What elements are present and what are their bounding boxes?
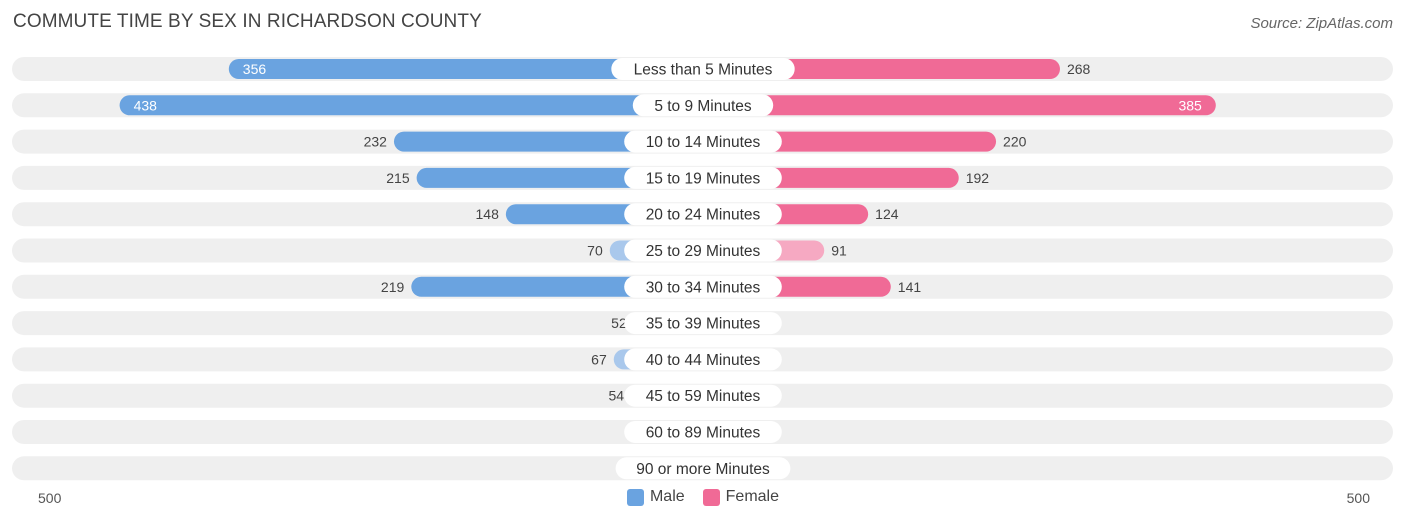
- female-value-label: 220: [1003, 134, 1027, 150]
- female-value-label: 192: [966, 170, 990, 186]
- category-pill: [624, 130, 782, 153]
- male-value-label: 215: [386, 170, 410, 186]
- female-value-label: 124: [875, 206, 899, 222]
- chart-title: COMMUTE TIME BY SEX IN RICHARDSON COUNTY: [13, 11, 482, 32]
- axis-left-label: 500: [38, 490, 62, 506]
- category-pill: [624, 384, 782, 407]
- category-pill: [624, 312, 782, 335]
- male-value-label: 52: [611, 315, 627, 331]
- legend-label-female: Female: [725, 488, 780, 505]
- male-value-label: 219: [381, 279, 405, 295]
- female-value-label: 385: [1178, 97, 1202, 113]
- male-value-label: 438: [134, 97, 158, 113]
- category-pill: [624, 203, 782, 226]
- legend-swatch-male: [626, 488, 644, 506]
- category-label: 40 to 44 Minutes: [646, 352, 761, 369]
- male-value-label: 232: [364, 134, 388, 150]
- male-value-label: 148: [476, 206, 500, 222]
- female-value-label: 141: [898, 279, 922, 295]
- category-label: 25 to 29 Minutes: [646, 243, 761, 260]
- category-pill: [632, 94, 774, 117]
- category-label: 45 to 59 Minutes: [646, 388, 761, 405]
- category-label: 5 to 9 Minutes: [654, 98, 752, 115]
- female-bar: [703, 95, 1216, 116]
- legend-item-female: Female: [702, 488, 780, 506]
- category-label: Less than 5 Minutes: [634, 62, 773, 79]
- legend-item-male: Male: [626, 488, 685, 506]
- female-value-label: 268: [1067, 61, 1091, 77]
- source-label: Source: ZipAtlas.com: [1250, 15, 1393, 32]
- category-pill: [624, 421, 782, 443]
- category-pill: [624, 166, 782, 189]
- category-label: 35 to 39 Minutes: [646, 316, 761, 333]
- female-value-label: 91: [831, 243, 847, 259]
- category-pill: [611, 58, 795, 80]
- category-pill: [624, 275, 782, 298]
- category-label: 10 to 14 Minutes: [646, 134, 761, 151]
- category-label: 20 to 24 Minutes: [646, 207, 761, 224]
- male-bar: [119, 95, 704, 116]
- male-value-label: 54: [608, 388, 624, 404]
- legend: Male Female: [0, 488, 1406, 506]
- male-value-label: 356: [243, 61, 267, 77]
- category-pill: [624, 348, 782, 371]
- legend-label-male: Male: [649, 488, 685, 505]
- axis-right-label: 500: [1346, 490, 1370, 506]
- male-value-label: 67: [591, 351, 607, 367]
- category-label: 90 or more Minutes: [636, 461, 770, 478]
- category-label: 15 to 19 Minutes: [646, 170, 761, 187]
- category-label: 30 to 34 Minutes: [646, 279, 761, 296]
- category-label: 60 to 89 Minutes: [646, 425, 761, 442]
- male-bar: [228, 59, 704, 79]
- male-value-label: 70: [587, 243, 603, 259]
- category-pill: [624, 239, 782, 262]
- legend-swatch-female: [702, 488, 720, 506]
- category-pill: [615, 457, 791, 480]
